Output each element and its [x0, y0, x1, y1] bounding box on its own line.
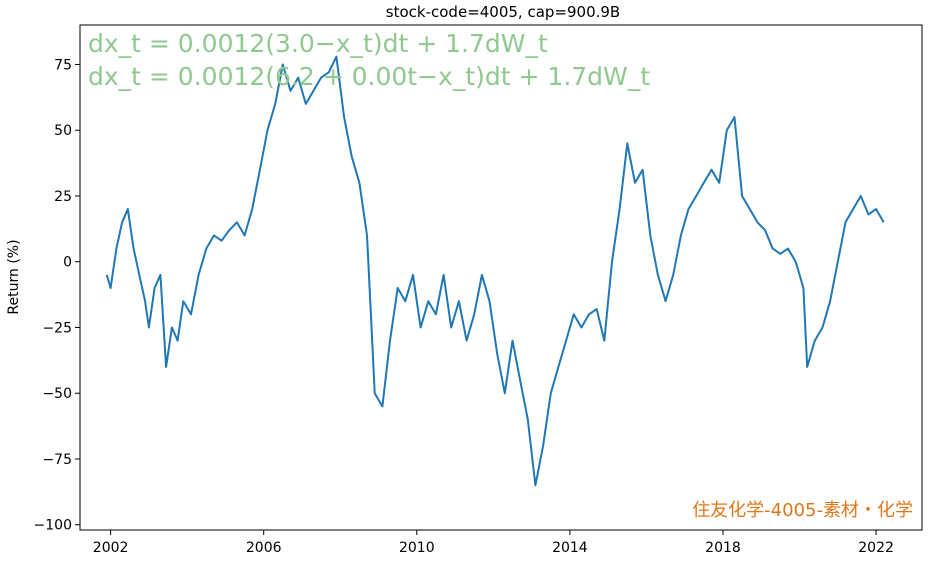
y-tick-label: 75: [54, 57, 72, 73]
y-tick-label: 0: [63, 255, 72, 271]
x-tick-label: 2006: [246, 540, 282, 556]
x-axis: 2002 2006 2010 2014 2018 2022: [93, 530, 894, 556]
x-tick-label: 2010: [399, 540, 435, 556]
series-layer: [105, 55, 885, 487]
equation-annotation-1: dx_t = 0.0012(3.0−x_t)dt + 1.7dW_t: [88, 29, 548, 58]
y-tick-label: 25: [54, 189, 72, 205]
series-line: [105, 55, 885, 487]
chart-title: stock-code=4005, cap=900.9B: [386, 3, 620, 21]
y-tick-label: −50: [42, 386, 72, 402]
watermark-label: 住友化学-4005-素材・化学: [692, 500, 913, 521]
y-tick-label: −75: [42, 452, 72, 468]
y-axis-label: Return (%): [6, 239, 22, 314]
y-axis: 75 50 25 0 −25 −50 −75 −100: [34, 57, 80, 534]
x-tick-label: 2002: [93, 540, 129, 556]
x-tick-label: 2014: [552, 540, 588, 556]
x-tick-label: 2018: [705, 540, 741, 556]
x-tick-label: 2022: [858, 540, 894, 556]
equation-annotation-2: dx_t = 0.0012(6.2 + 0.00t−x_t)dt + 1.7dW…: [88, 62, 650, 91]
y-tick-label: −25: [42, 320, 72, 336]
plot-frame: [79, 24, 923, 531]
y-tick-label: −100: [34, 518, 72, 534]
y-tick-label: 50: [54, 123, 72, 139]
